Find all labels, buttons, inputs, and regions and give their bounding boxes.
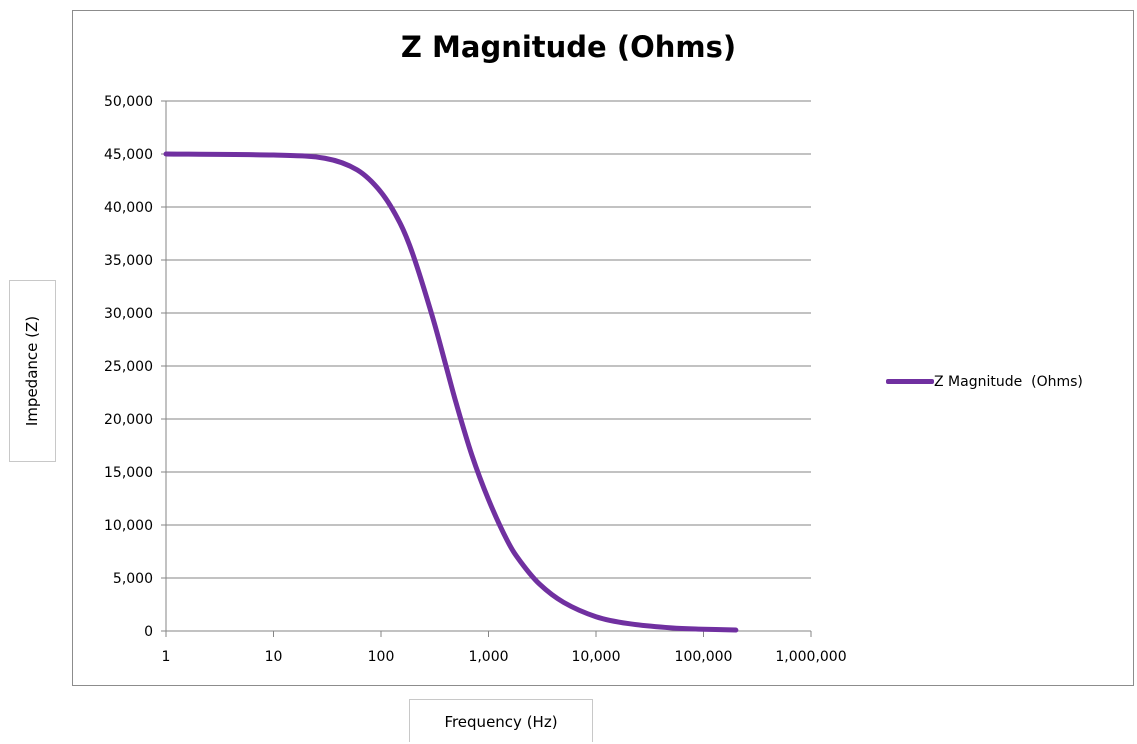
y-tick-label: 10,000 bbox=[104, 518, 153, 534]
x-tick-label: 10,000 bbox=[572, 649, 621, 665]
y-axis-label-box bbox=[9, 280, 56, 462]
y-tick-label: 25,000 bbox=[104, 359, 153, 375]
x-tick-label: 100 bbox=[368, 649, 395, 665]
chart-area bbox=[72, 10, 1134, 686]
x-tick-label: 1 bbox=[162, 649, 171, 665]
y-tick-label: 50,000 bbox=[104, 94, 153, 110]
x-tick-label: 100,000 bbox=[675, 649, 733, 665]
legend-series-label: Z Magnitude (Ohms) bbox=[934, 374, 1083, 390]
y-tick-label: 0 bbox=[144, 624, 153, 640]
x-tick-label: 10 bbox=[265, 649, 283, 665]
y-tick-label: 45,000 bbox=[104, 147, 153, 163]
series-line bbox=[163, 151, 739, 633]
legend-series-swatch bbox=[886, 379, 934, 384]
y-tick-label: 20,000 bbox=[104, 412, 153, 428]
y-tick-label: 15,000 bbox=[104, 465, 153, 481]
y-tick-label: 40,000 bbox=[104, 200, 153, 216]
y-tick-label: 5,000 bbox=[113, 571, 153, 587]
x-tick-label: 1,000 bbox=[468, 649, 508, 665]
y-tick-label: 35,000 bbox=[104, 253, 153, 269]
x-tick-label: 1,000,000 bbox=[775, 649, 846, 665]
y-tick-label: 30,000 bbox=[104, 306, 153, 322]
x-axis-label: Frequency (Hz) bbox=[409, 699, 593, 742]
chart-title: Z Magnitude (Ohms) bbox=[400, 30, 737, 64]
